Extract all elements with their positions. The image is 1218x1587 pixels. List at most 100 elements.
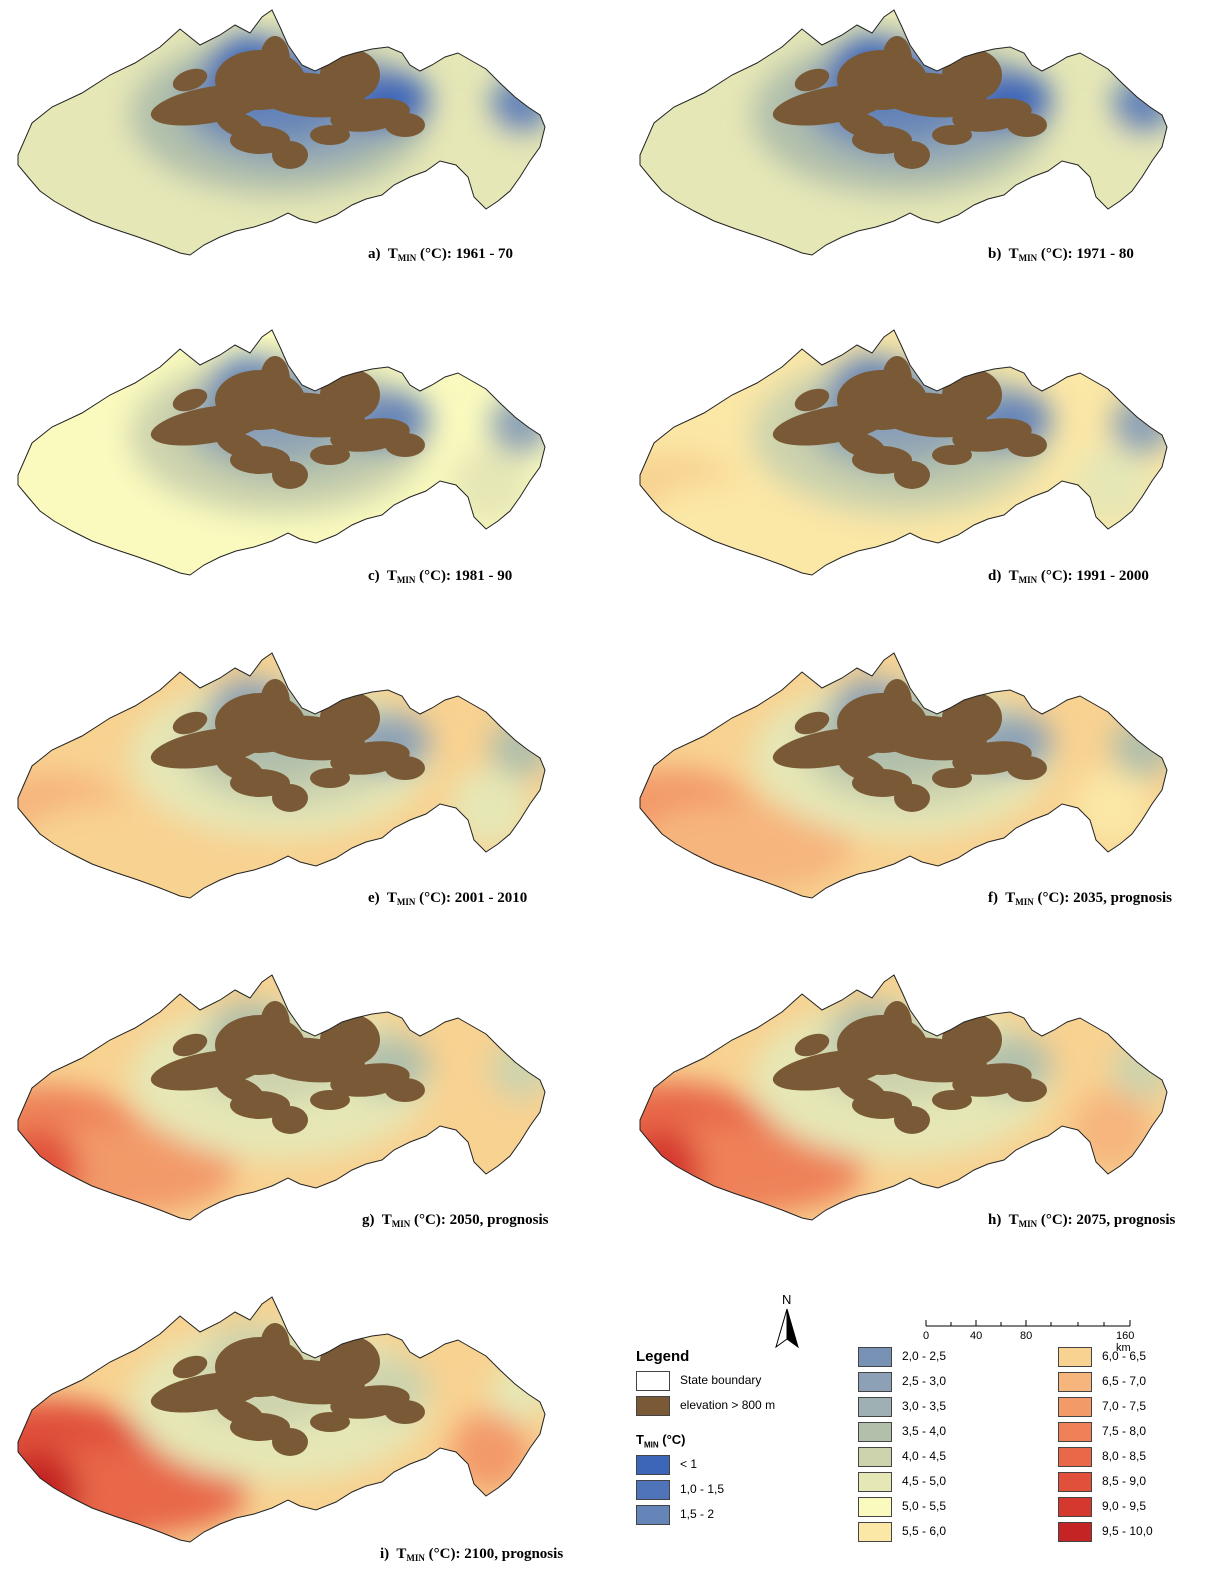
legend-class-swatch: [858, 1371, 892, 1392]
legend-class-swatch: [858, 1521, 892, 1542]
legend-class-swatch: [636, 1504, 670, 1525]
legend-class-item: 3,0 - 3,5: [858, 1394, 946, 1419]
legend-class-swatch: [858, 1396, 892, 1417]
scale-tick-40: 40: [970, 1330, 983, 1342]
legend-column-3: 6,0 - 6,5 6,5 - 7,0 7,0 - 7,5 7,5 - 8,0 8,0 …: [1058, 1344, 1153, 1544]
temperature-map: [639, 329, 1168, 576]
legend-class-label: 7,0 - 7,5: [1102, 1399, 1147, 1413]
north-arrow: N: [772, 1292, 802, 1352]
state-boundary-swatch: [636, 1370, 670, 1391]
legend-class-swatch: [1058, 1446, 1092, 1467]
legend-class-label: 2,0 - 2,5: [902, 1349, 947, 1363]
map-panel-e: [10, 648, 570, 918]
temperature-map: [17, 974, 546, 1221]
legend-class-item: 5,0 - 5,5: [858, 1494, 946, 1519]
caption-c: c) TMIN (°C): 1981 - 90: [368, 568, 513, 585]
legend-class-label: 3,0 - 3,5: [902, 1399, 947, 1413]
map-panel-b: [632, 5, 1192, 275]
elevation-swatch: [636, 1395, 670, 1416]
legend-class-swatch: [636, 1479, 670, 1500]
legend-class-item: 8,0 - 8,5: [1058, 1444, 1153, 1469]
scale-bar-graphic: [925, 1320, 1131, 1327]
scale-tick-160: 160 km: [1116, 1330, 1135, 1354]
legend-class-label: 5,5 - 6,0: [902, 1524, 947, 1538]
north-label: N: [782, 1292, 792, 1307]
caption-f: f) TMIN (°C): 2035, prognosis: [988, 890, 1172, 907]
legend-class-label: 4,5 - 5,0: [902, 1474, 947, 1488]
legend-column-2: 2,0 - 2,5 2,5 - 3,0 3,0 - 3,5 3,5 - 4,0 4,0 …: [858, 1344, 946, 1544]
legend-class-item: 9,0 - 9,5: [1058, 1494, 1153, 1519]
legend-class-label: 9,0 - 9,5: [1102, 1499, 1147, 1513]
map-panel-g: [10, 970, 570, 1240]
legend-class-label: 1,0 - 1,5: [680, 1482, 725, 1496]
temperature-map: [639, 652, 1168, 899]
legend-state-boundary: State boundary: [636, 1368, 761, 1393]
legend-class-swatch: [858, 1421, 892, 1442]
map-panel-c: [10, 325, 570, 595]
map-panel-h: [632, 970, 1192, 1240]
legend-class-item: 2,0 - 2,5: [858, 1344, 946, 1369]
caption-i: i) TMIN (°C): 2100, prognosis: [380, 1546, 564, 1563]
legend-class-swatch: [858, 1446, 892, 1467]
map-panel-d: [632, 325, 1192, 595]
legend-class-item: 3,5 - 4,0: [858, 1419, 946, 1444]
legend-class-item: 6,0 - 6,5: [1058, 1344, 1153, 1369]
legend-class-label: 3,5 - 4,0: [902, 1424, 947, 1438]
legend-class-swatch: [858, 1346, 892, 1367]
legend-class-swatch: [1058, 1346, 1092, 1367]
legend-class-item: 1,5 - 2: [636, 1502, 724, 1527]
north-arrow-icon: [775, 1308, 799, 1349]
legend-class-swatch: [1058, 1521, 1092, 1542]
legend-class-label: 5,0 - 5,5: [902, 1499, 947, 1513]
legend-class-swatch: [1058, 1396, 1092, 1417]
legend-class-item: 4,5 - 5,0: [858, 1469, 946, 1494]
caption-d: d) TMIN (°C): 1991 - 2000: [988, 568, 1149, 585]
scale-tick-80: 80: [1020, 1330, 1033, 1342]
legend-class-swatch: [636, 1454, 670, 1475]
legend-class-item: 4,0 - 4,5: [858, 1444, 946, 1469]
caption-b: b) TMIN (°C): 1971 - 80: [988, 246, 1134, 263]
legend-column-1: < 1 1,0 - 1,5 1,5 - 2: [636, 1452, 724, 1527]
legend-elevation: elevation > 800 m: [636, 1393, 775, 1418]
legend-class-item: 2,5 - 3,0: [858, 1369, 946, 1394]
caption-a: a) TMIN (°C): 1961 - 70: [368, 246, 514, 263]
temperature-map: [17, 1296, 546, 1543]
legend-class-item: 6,5 - 7,0: [1058, 1369, 1153, 1394]
legend-class-item: 5,5 - 6,0: [858, 1519, 946, 1544]
legend-class-label: 8,0 - 8,5: [1102, 1449, 1147, 1463]
legend-class-swatch: [1058, 1471, 1092, 1492]
legend-class-swatch: [858, 1496, 892, 1517]
temperature-map: [17, 9, 546, 256]
legend-class-item: 7,5 - 8,0: [1058, 1419, 1153, 1444]
scale-tick-0: 0: [923, 1330, 930, 1342]
temperature-map: [17, 652, 546, 899]
legend-class-swatch: [858, 1471, 892, 1492]
legend-class-swatch: [1058, 1371, 1092, 1392]
legend-class-item: 8,5 - 9,0: [1058, 1469, 1153, 1494]
legend-title: Legend: [636, 1348, 690, 1365]
caption-h: h) TMIN (°C): 2075, prognosis: [988, 1212, 1176, 1229]
legend-class-label: < 1: [680, 1457, 698, 1471]
legend-class-item: 7,0 - 7,5: [1058, 1394, 1153, 1419]
legend-class-swatch: [1058, 1421, 1092, 1442]
map-panel-f: [632, 648, 1192, 918]
map-panel-i: [10, 1292, 570, 1562]
temperature-map: [17, 329, 546, 576]
tmin-title: TMIN (°C): [636, 1432, 686, 1450]
legend-class-swatch: [1058, 1496, 1092, 1517]
legend-class-label: 1,5 - 2: [680, 1507, 715, 1521]
caption-e: e) TMIN (°C): 2001 - 2010: [368, 890, 528, 907]
legend-class-label: 8,5 - 9,0: [1102, 1474, 1147, 1488]
legend-class-item: < 1: [636, 1452, 724, 1477]
legend-class-label: 4,0 - 4,5: [902, 1449, 947, 1463]
elevation-label: elevation > 800 m: [680, 1398, 776, 1412]
legend-class-item: 1,0 - 1,5: [636, 1477, 724, 1502]
legend: Legend State boundary elevation > 800 m …: [636, 1346, 1216, 1584]
map-panel-a: [10, 5, 570, 275]
scale-bar: 0 40 80 160 km: [920, 1312, 1150, 1354]
legend-class-label: 6,5 - 7,0: [1102, 1374, 1147, 1388]
temperature-map: [639, 9, 1168, 256]
caption-g: g) TMIN (°C): 2050, prognosis: [362, 1212, 549, 1229]
legend-class-label: 6,0 - 6,5: [1102, 1349, 1147, 1363]
state-boundary-label: State boundary: [680, 1373, 762, 1387]
